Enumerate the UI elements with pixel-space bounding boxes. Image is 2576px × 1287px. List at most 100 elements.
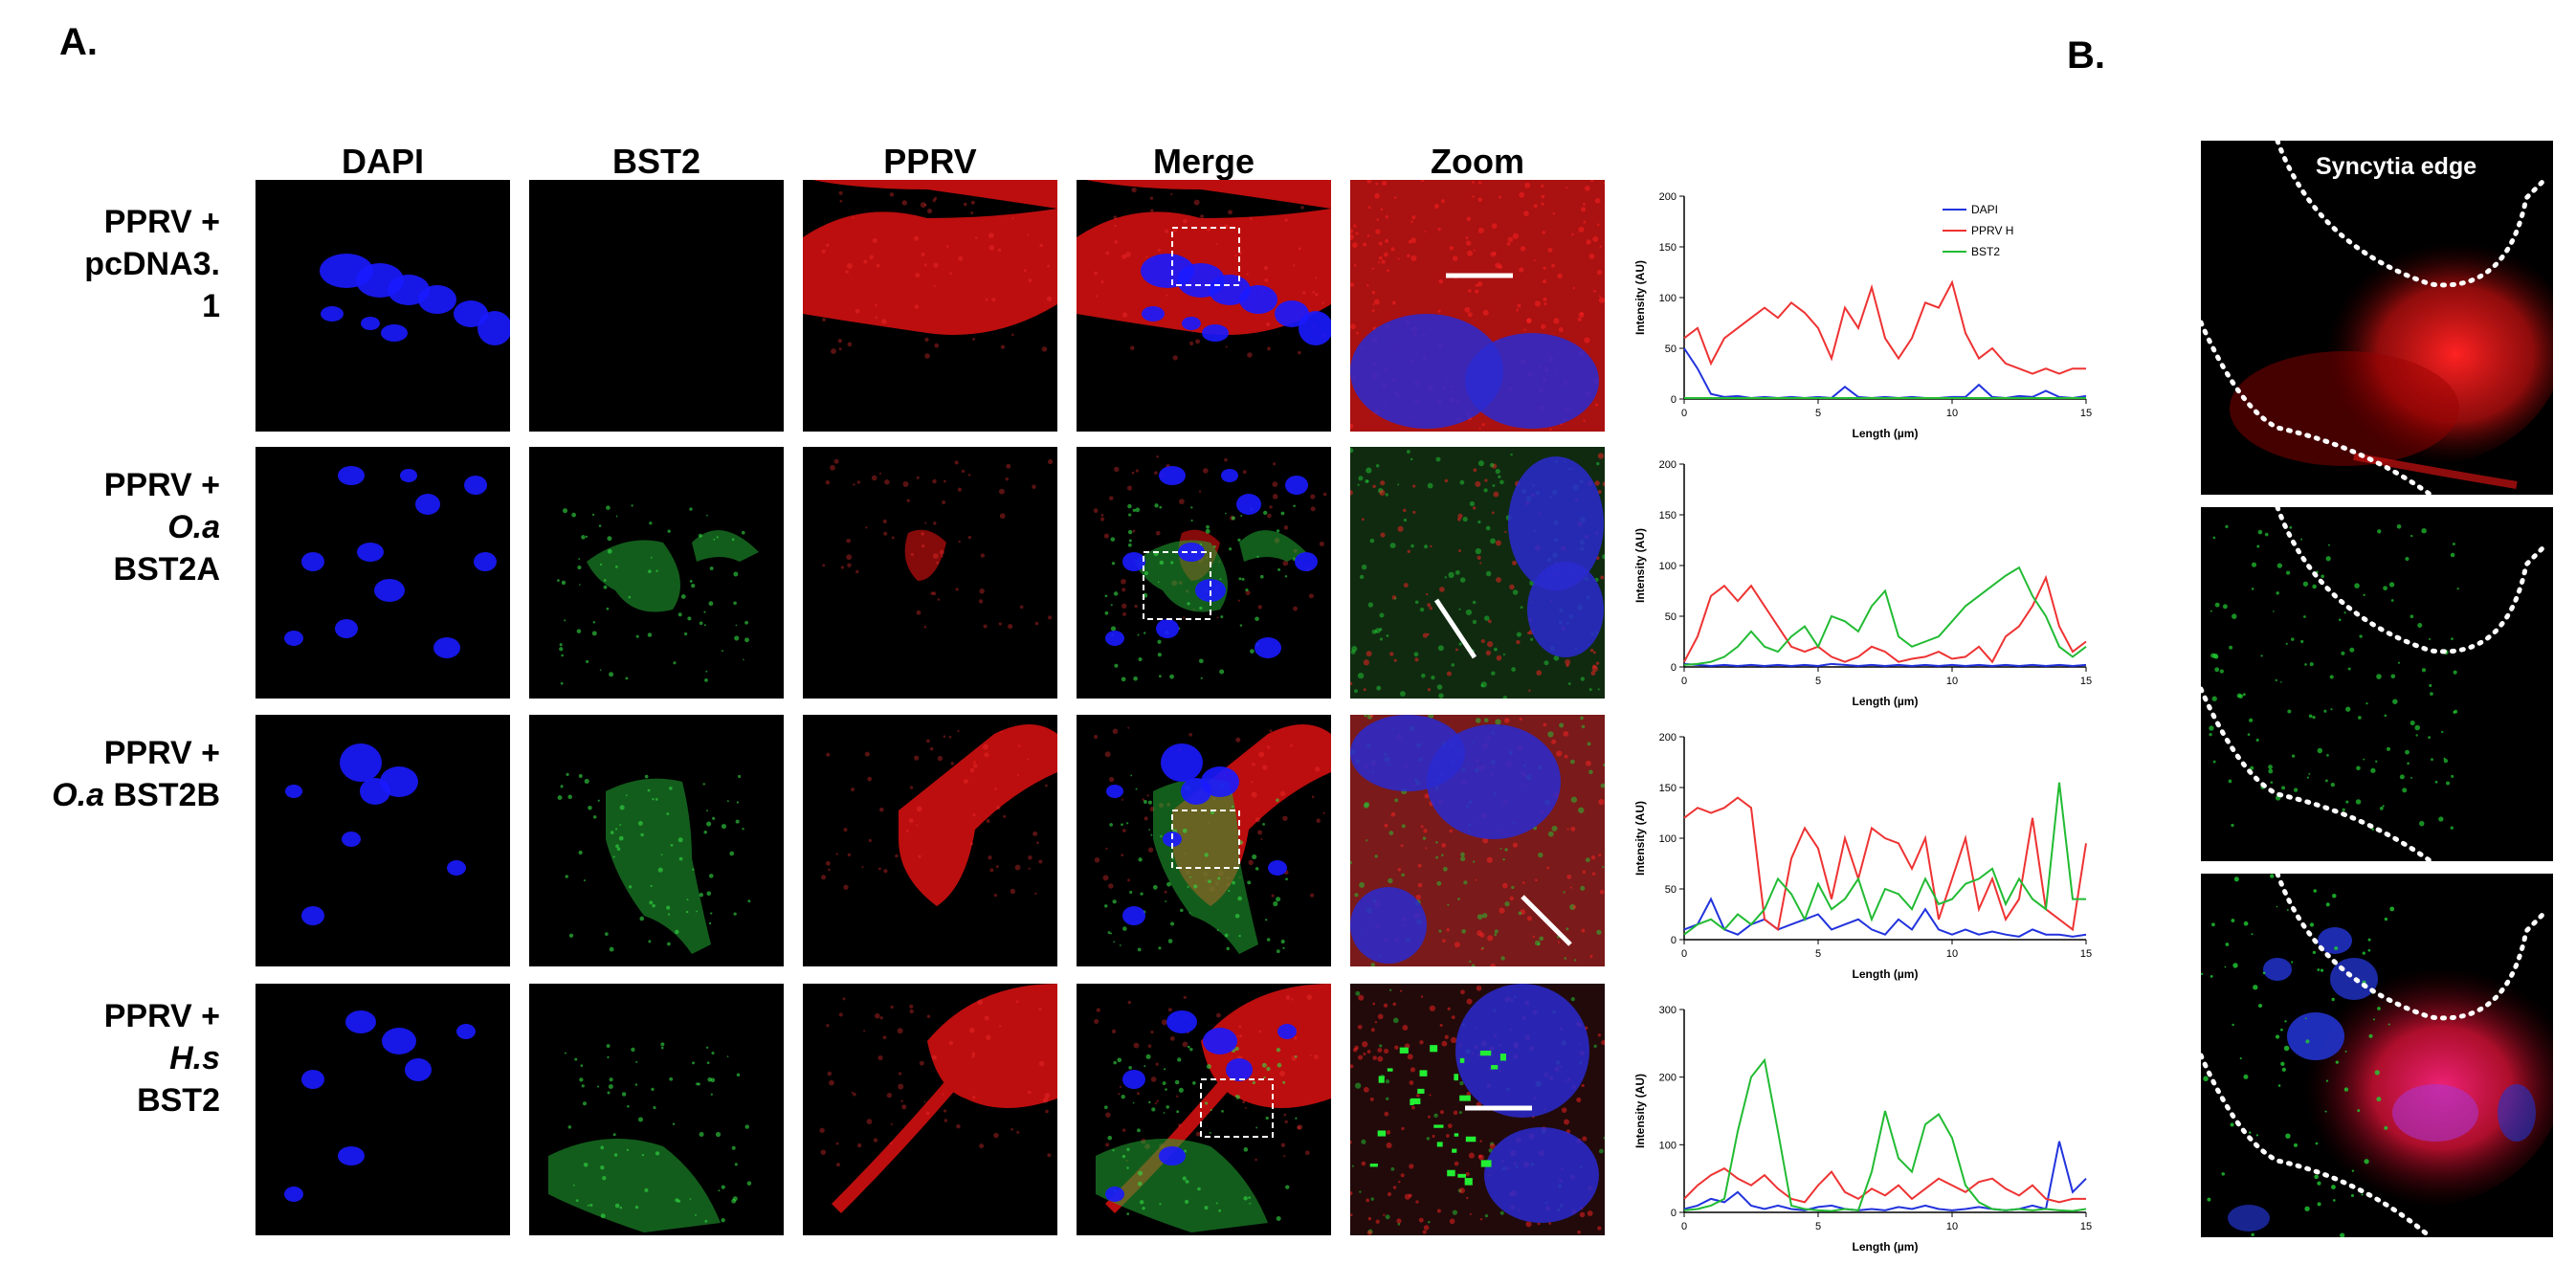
x-tick-label: 15: [2080, 1221, 2092, 1232]
panel-a-label: A.: [59, 21, 98, 63]
column-header-dapi: DAPI: [341, 142, 424, 181]
micrograph-row4-pprv: [803, 984, 1057, 1235]
panel-b-image-merge: [2201, 874, 2553, 1237]
series-line-dapi: [1683, 347, 2087, 399]
x-axis-label: Length (µm): [1853, 967, 1919, 981]
intensity-plot-2: 0 50 100 150 200 0 5 10 15 Length (µm) Intensity (…: [1627, 455, 2096, 729]
row-label-4-species: H.s: [169, 1040, 220, 1076]
x-tick-label: 10: [1946, 1221, 1958, 1232]
y-axis-label: Intensity (AU): [1633, 1074, 1647, 1148]
micrograph-row3-zoom: [1350, 715, 1605, 966]
series-line-dapi: [1683, 1141, 2087, 1211]
y-tick-label: 300: [1659, 1005, 1677, 1016]
intensity-plot-1: 0 50 100 150 200 0 5 10 15 Length (µm) Intensity (…: [1627, 187, 2096, 461]
micrograph-row1-bst2: [529, 180, 784, 432]
x-tick-label: 10: [1946, 948, 1958, 960]
y-axis-label: Intensity (AU): [1633, 260, 1647, 335]
micrograph-row2-bst2: [529, 447, 784, 699]
intensity-plot-3: 0 50 100 150 200 0 5 10 15 Length (µm) Intensity (…: [1627, 727, 2096, 1002]
x-tick-label: 0: [1681, 1221, 1687, 1232]
series-line-pprv-h: [1683, 1166, 2086, 1204]
y-tick-label: 150: [1659, 783, 1677, 794]
y-tick-label: 50: [1665, 884, 1677, 896]
row-label-4-line3: BST2: [137, 1082, 220, 1119]
legend-label: PPRV H: [1971, 224, 2013, 237]
y-tick-label: 0: [1671, 394, 1677, 406]
x-tick-label: 15: [2080, 676, 2092, 687]
x-tick-label: 5: [1815, 676, 1821, 687]
y-tick-label: 200: [1659, 191, 1677, 203]
micrograph-row1-merge: [1077, 180, 1331, 432]
panel-b-label: B.: [2067, 34, 2105, 77]
row-label-3-line1: PPRV +: [103, 735, 220, 771]
x-tick-label: 0: [1681, 948, 1687, 960]
row-label-3-gene: BST2B: [113, 777, 220, 813]
x-tick-label: 5: [1815, 1221, 1821, 1232]
y-axis-label: Intensity (AU): [1633, 528, 1647, 603]
y-tick-label: 50: [1665, 611, 1677, 623]
micrograph-row3-bst2: [529, 715, 784, 966]
x-tick-label: 10: [1946, 676, 1958, 687]
series-line-pprv-h: [1683, 279, 2086, 375]
row-label-4: PPRV + H.s BST2: [48, 995, 220, 1121]
row-label-3-species: O.a: [52, 777, 105, 813]
y-tick-label: 200: [1659, 1073, 1677, 1084]
row-label-2-line3: BST2A: [113, 551, 220, 588]
micrograph-row1-pprv: [803, 180, 1057, 432]
x-axis-label: Length (µm): [1853, 695, 1919, 708]
micrograph-row2-dapi: [255, 447, 510, 699]
micrograph-row4-merge: [1077, 984, 1331, 1235]
series-line-bst2: [1683, 566, 2087, 666]
x-tick-label: 0: [1681, 676, 1687, 687]
y-tick-label: 50: [1665, 344, 1677, 355]
legend-label: BST2: [1971, 245, 2000, 258]
x-tick-label: 5: [1815, 948, 1821, 960]
series-line-bst2: [1683, 782, 2086, 936]
y-tick-label: 200: [1659, 732, 1677, 743]
series-line-pprv-h: [1683, 574, 2087, 664]
micrograph-row3-merge: [1077, 715, 1331, 966]
y-tick-label: 100: [1659, 833, 1677, 845]
micrograph-row2-merge: [1077, 447, 1331, 699]
micrograph-row4-zoom: [1350, 984, 1605, 1235]
panel-b-image-bst2: [2201, 507, 2553, 861]
micrograph-row2-pprv: [803, 447, 1057, 699]
y-tick-label: 0: [1671, 662, 1677, 674]
micrograph-row2-zoom: [1350, 447, 1605, 699]
series-line-dapi: [1683, 662, 2087, 667]
row-label-1-line1: PPRV +: [103, 204, 220, 240]
panel-b-image-pprv: [2201, 141, 2553, 495]
y-tick-label: 150: [1659, 242, 1677, 254]
row-label-1: PPRV + pcDNA3. 1: [48, 201, 220, 327]
x-tick-label: 15: [2080, 948, 2092, 960]
micrograph-row1-zoom: [1350, 180, 1605, 432]
y-tick-label: 100: [1659, 1140, 1677, 1151]
row-label-3: PPRV + O.a BST2B: [48, 732, 220, 816]
y-tick-label: 200: [1659, 459, 1677, 471]
y-tick-label: 100: [1659, 561, 1677, 572]
row-label-1-line2: pcDNA3.: [84, 246, 220, 282]
column-header-zoom: Zoom: [1431, 142, 1524, 181]
micrograph-row3-pprv: [803, 715, 1057, 966]
x-tick-label: 5: [1815, 408, 1821, 419]
x-tick-label: 0: [1681, 408, 1687, 419]
row-label-3-line2: O.a BST2B: [48, 774, 220, 816]
series-line-bst2: [1683, 1057, 2087, 1212]
series-line-dapi: [1683, 897, 2087, 938]
micrograph-row4-bst2: [529, 984, 784, 1235]
y-tick-label: 0: [1671, 1208, 1677, 1219]
legend-label: DAPI: [1971, 203, 1998, 216]
micrograph-row1-dapi: [255, 180, 510, 432]
row-label-4-line1: PPRV +: [103, 998, 220, 1034]
y-tick-label: 100: [1659, 293, 1677, 304]
intensity-plot-4: 0 100 200 300 0 5 10 15 Length (µm) Intensity (AU…: [1627, 1000, 2096, 1275]
x-tick-label: 15: [2080, 408, 2092, 419]
column-header-merge: Merge: [1152, 142, 1255, 181]
x-tick-label: 10: [1946, 408, 1958, 419]
row-label-2-species: O.a: [167, 509, 220, 545]
micrograph-row3-dapi: [255, 715, 510, 966]
x-axis-label: Length (µm): [1853, 427, 1919, 440]
column-header-bst2: BST2: [611, 142, 701, 181]
row-label-1-line3: 1: [202, 288, 220, 324]
y-axis-label: Intensity (AU): [1633, 801, 1647, 876]
